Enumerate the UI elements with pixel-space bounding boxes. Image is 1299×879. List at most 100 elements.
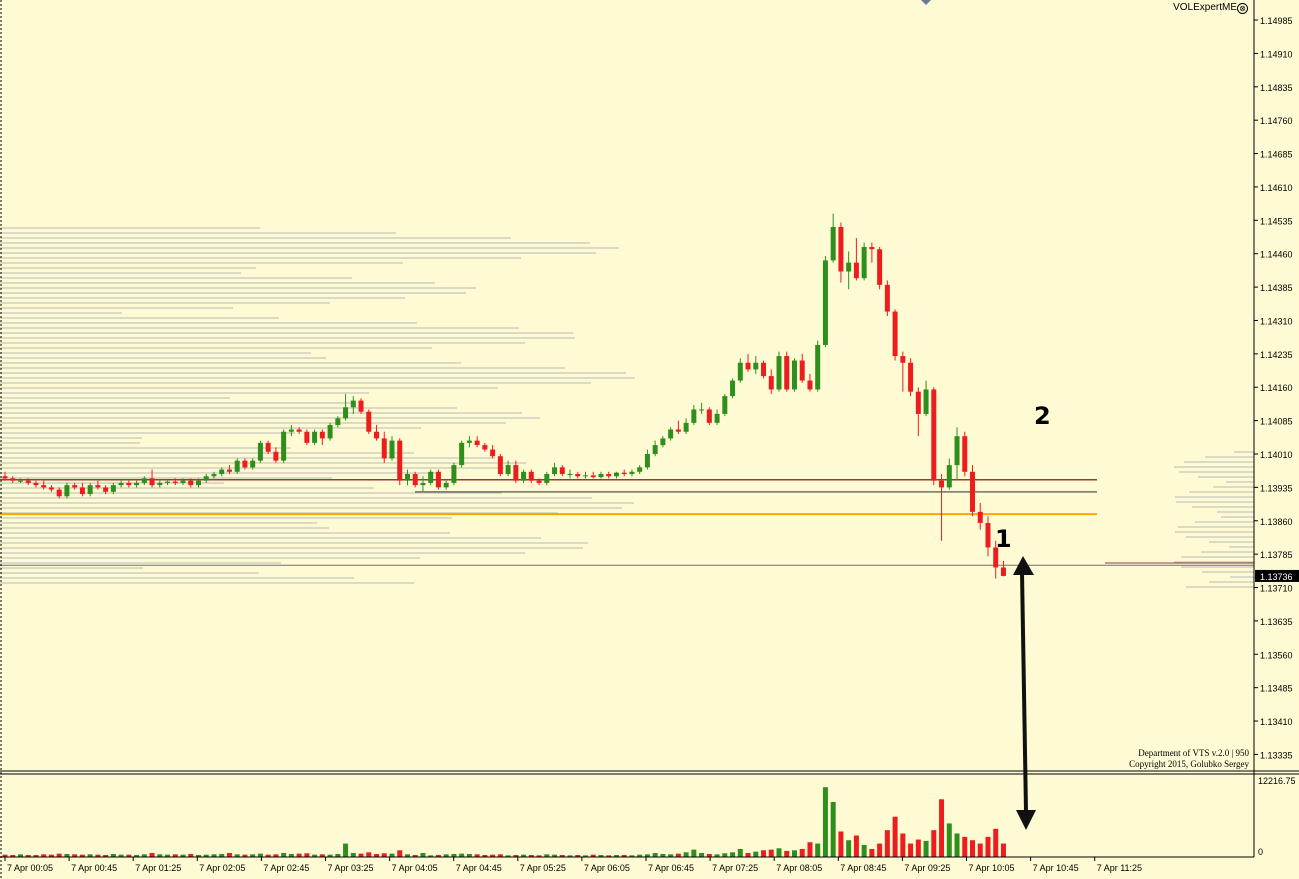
volume-bar [613, 854, 619, 857]
candle-body [714, 413, 720, 423]
volume-bar [41, 854, 47, 857]
volume-max-label: 12216.75 [1258, 776, 1296, 786]
volume-bar [482, 854, 488, 857]
candle-body [490, 449, 496, 457]
volume-bar [250, 854, 256, 857]
time-tick-label: 7 Apr 02:05 [199, 863, 245, 873]
volume-bar [281, 852, 287, 857]
volume-bar [784, 850, 790, 857]
candle-body [644, 453, 650, 468]
price-tick-label: 1.13635 [1260, 617, 1293, 627]
volume-bar [265, 854, 271, 857]
volume-min-label: 0 [1258, 847, 1263, 857]
time-tick-label: 7 Apr 10:45 [1033, 863, 1079, 873]
volume-bar [668, 854, 674, 857]
candle-body [56, 489, 62, 497]
volume-bar [536, 855, 542, 857]
volume-bar [25, 854, 31, 857]
candle-body [699, 409, 705, 411]
volume-bar [141, 854, 147, 857]
volume-bar [165, 854, 171, 857]
price-tick-label: 1.13785 [1260, 550, 1293, 560]
candle-body [753, 362, 759, 370]
candle-body [296, 429, 302, 432]
volume-bar [296, 853, 302, 857]
price-tick-label: 1.13410 [1260, 717, 1293, 727]
volume-bar [877, 843, 883, 857]
price-tick-label: 1.14160 [1260, 383, 1293, 393]
candle-body [683, 422, 689, 432]
volume-bar [319, 854, 325, 857]
candle-body [374, 431, 380, 439]
candle-body [33, 482, 39, 486]
candle-body [350, 400, 356, 408]
time-tick-label: 7 Apr 11:25 [1097, 863, 1142, 873]
volume-bar [188, 853, 194, 857]
volume-bar [683, 852, 689, 857]
candle-body [583, 475, 588, 477]
volume-bar [660, 853, 666, 857]
volume-bar [908, 843, 914, 857]
candle-body [939, 480, 945, 488]
candle-body [196, 480, 201, 486]
volume-bar [48, 854, 54, 857]
volume-bar [420, 852, 426, 857]
candle-body [312, 431, 318, 443]
time-tick-label: 7 Apr 06:05 [584, 863, 630, 873]
annotation-arrow-shaft [1020, 571, 1028, 813]
volume-bar [799, 848, 805, 857]
candle-body [884, 284, 890, 312]
candle-body [970, 471, 975, 512]
volume-bar [575, 854, 581, 857]
volume-bar [521, 854, 527, 857]
volume-bar [134, 854, 140, 857]
annotation-arrow-head-down [1016, 810, 1036, 830]
candle-body [95, 485, 101, 488]
candle-body [257, 442, 263, 461]
volume-bar [644, 854, 650, 857]
price-tick-label: 1.14760 [1260, 116, 1293, 126]
candle-body [915, 391, 921, 414]
price-tick-label: 1.14010 [1260, 450, 1293, 460]
price-tick-label: 1.14385 [1260, 283, 1293, 293]
credit-line-2: Copyright 2015, Golubko Sergey [1129, 759, 1249, 769]
volume-bar [691, 849, 697, 857]
volume-bar [435, 854, 441, 857]
candle-body [459, 442, 465, 466]
candle-body [675, 429, 681, 432]
candle-body [41, 485, 47, 488]
volume-bar [846, 840, 852, 857]
candle-body [211, 474, 217, 477]
volume-bar [10, 854, 16, 857]
volume-bar [381, 853, 387, 857]
price-tick-label: 1.13485 [1260, 684, 1293, 694]
candle-body [265, 442, 271, 452]
candle-body [822, 260, 828, 345]
volume-bar [110, 853, 116, 857]
volume-bar [923, 840, 929, 857]
volume-bar [513, 854, 519, 857]
candle-body [474, 440, 480, 446]
candle-body [327, 425, 333, 439]
candle-body [412, 474, 418, 486]
candle-body [103, 487, 109, 492]
volume-bar [815, 843, 821, 857]
volume-bar [970, 840, 975, 857]
candle-body [590, 475, 596, 478]
volume-bar [559, 854, 565, 857]
candle-body [389, 440, 395, 459]
candle-body [358, 400, 364, 412]
volume-bar [528, 854, 534, 857]
volume-bar [234, 854, 240, 857]
candle-body [954, 436, 960, 466]
volume-bar [312, 854, 318, 857]
volume-profile-histogram [0, 227, 1254, 588]
volume-bar [977, 843, 983, 857]
candle-body [575, 474, 581, 477]
volume-bar [822, 787, 828, 857]
candle-body [134, 482, 140, 486]
volume-bar [861, 844, 867, 857]
candle-body [613, 472, 619, 477]
volume-bar [652, 852, 658, 857]
indicator-close-icon[interactable]: ⊗ [1237, 3, 1248, 14]
